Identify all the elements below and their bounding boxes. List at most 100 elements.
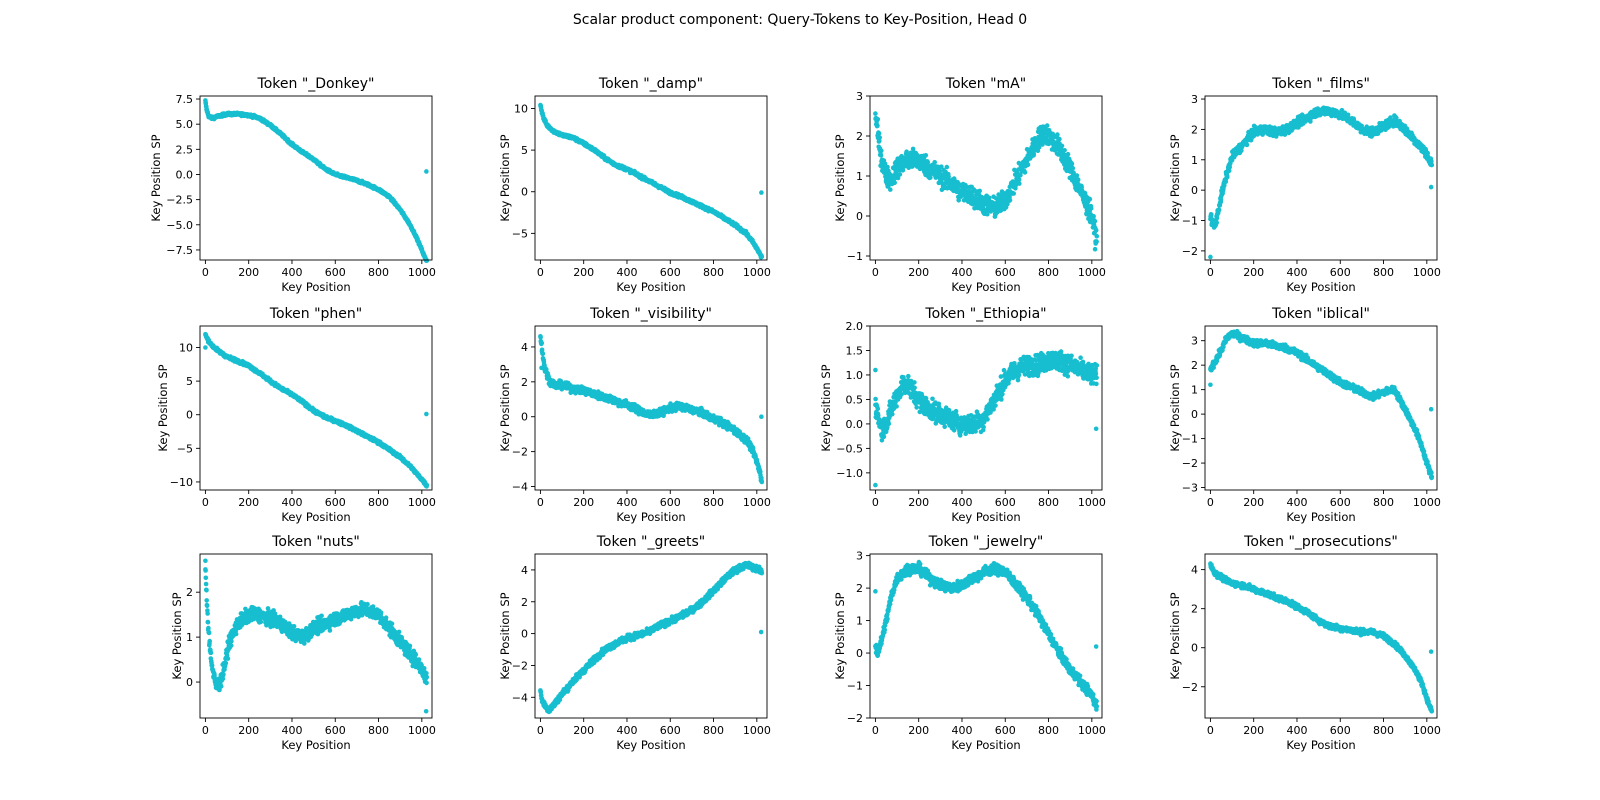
axes-frame	[869, 95, 1103, 261]
y-tick-label: −5	[512, 227, 528, 240]
x-tick-label: 0	[872, 266, 879, 279]
data-point	[923, 153, 929, 158]
data-point	[1025, 162, 1031, 168]
y-tick-label: 10	[514, 102, 528, 115]
data-point	[759, 254, 765, 259]
data-point	[944, 164, 950, 170]
data-point	[1087, 196, 1093, 202]
y-axis-label: Key Position SP	[498, 134, 512, 221]
data-point	[1094, 233, 1100, 239]
x-tick-label: 0	[1207, 266, 1214, 279]
data-point	[873, 111, 878, 116]
data-point	[1070, 166, 1076, 171]
subplot-title: Token "_damp"	[598, 76, 703, 92]
x-axis-label: Key Position	[616, 280, 685, 294]
scatter-points	[538, 102, 765, 260]
data-point	[1007, 198, 1013, 203]
y-tick-label: 0	[1191, 184, 1198, 197]
data-point	[1094, 239, 1099, 245]
x-tick-label: 0	[537, 266, 544, 279]
data-point	[876, 131, 882, 136]
x-tick-label: 600	[325, 266, 346, 279]
y-tick-label: 2	[1191, 123, 1198, 136]
data-point	[1062, 148, 1067, 153]
scatter-points	[203, 331, 430, 489]
y-tick-label: 1	[856, 170, 863, 183]
x-tick-label: 1000	[1078, 266, 1106, 279]
data-point	[932, 160, 937, 165]
subplot-title: Token "mA"	[945, 76, 1026, 92]
data-point	[1088, 206, 1094, 211]
data-point	[897, 172, 903, 177]
x-tick-label: 1000	[408, 266, 436, 279]
data-point	[888, 187, 893, 192]
data-point	[1093, 227, 1099, 233]
subplot-1: Token "_damp"0 200 400 600 800 10001050−5Key …	[498, 76, 771, 294]
data-point	[1059, 143, 1065, 149]
outlier-point	[1208, 254, 1213, 260]
data-point	[1214, 220, 1219, 225]
x-tick-label: 400	[951, 266, 972, 279]
x-tick-label: 800	[368, 266, 389, 279]
axes-frame	[534, 95, 768, 261]
axes-frame	[199, 95, 433, 261]
y-tick-label: 3	[1191, 93, 1198, 106]
data-point	[875, 117, 881, 122]
x-axis-label: Key Position	[1286, 280, 1355, 294]
data-point	[1225, 174, 1230, 180]
y-tick-label: 2	[856, 130, 863, 143]
x-tick-label: 200	[238, 266, 259, 279]
y-axis-label: Key Position SP	[1168, 134, 1182, 221]
outlier-point	[1428, 184, 1434, 190]
data-point	[1091, 214, 1096, 219]
y-tick-label: −5.0	[166, 219, 193, 232]
data-point	[1209, 212, 1214, 218]
data-point	[1069, 161, 1075, 167]
y-tick-label: 0.0	[176, 168, 194, 181]
y-tick-label: 3	[856, 90, 863, 103]
figure-suptitle: Scalar product component: Query-Tokens t…	[572, 12, 1028, 28]
scatter-points	[203, 98, 430, 263]
data-point	[879, 148, 884, 154]
data-point	[1429, 162, 1435, 168]
data-point	[878, 153, 884, 158]
data-point	[1308, 119, 1313, 124]
data-point	[1016, 177, 1022, 182]
x-tick-label: 800	[1373, 266, 1394, 279]
y-axis-label: Key Position SP	[833, 134, 847, 221]
data-point	[1011, 191, 1016, 196]
data-point	[1044, 123, 1050, 128]
data-point	[1055, 132, 1060, 137]
data-point	[877, 135, 882, 140]
subplot-0: Token "_Donkey"0 200 400 600 800 10007.55.02.…	[149, 76, 436, 294]
subplot-title: Token "_Donkey"	[257, 76, 375, 92]
x-tick-label: 400	[281, 266, 302, 279]
data-point	[1074, 173, 1080, 178]
scatter-points	[1208, 105, 1435, 260]
y-tick-label: 0	[521, 186, 528, 199]
subplot-4: Token "phen"0 200 400 600 800 10001050−5−10Ke…	[156, 306, 436, 524]
x-axis-label: Key Position	[951, 280, 1020, 294]
x-tick-label: 400	[1286, 266, 1307, 279]
y-axis-label: Key Position SP	[149, 134, 163, 221]
data-point	[875, 123, 880, 129]
x-tick-label: 1000	[1413, 266, 1441, 279]
scatter-points	[873, 111, 1100, 252]
data-point	[1223, 179, 1229, 184]
y-tick-label: −1	[1182, 215, 1198, 228]
x-tick-label: 600	[1330, 266, 1351, 279]
data-point	[1092, 246, 1098, 252]
x-tick-label: 200	[573, 266, 594, 279]
x-tick-label: 200	[1243, 266, 1264, 279]
data-point	[1244, 142, 1250, 148]
y-tick-label: −2.5	[166, 194, 193, 207]
x-tick-label: 400	[616, 266, 637, 279]
y-tick-label: 2.5	[176, 143, 194, 156]
x-tick-label: 200	[908, 266, 929, 279]
data-point	[892, 180, 897, 185]
y-tick-label: 7.5	[176, 93, 194, 106]
y-tick-label: 5.0	[176, 118, 194, 131]
y-tick-label: 5	[521, 144, 528, 157]
data-point	[1017, 181, 1022, 186]
